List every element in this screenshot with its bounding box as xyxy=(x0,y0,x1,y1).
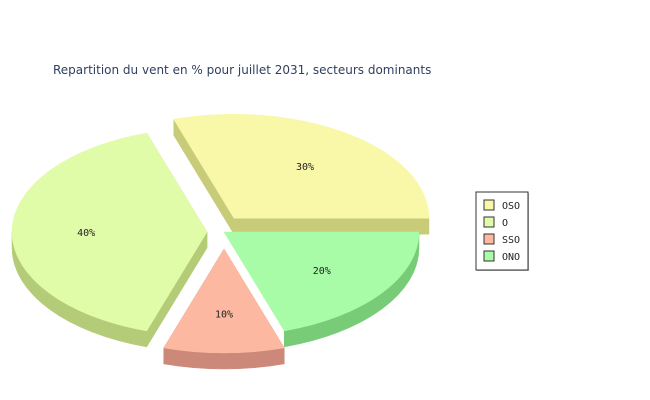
pie-slice-oso xyxy=(173,114,430,219)
pie-slice-o xyxy=(11,132,208,332)
legend: OSO O SSO ONO xyxy=(475,191,529,271)
slice-label-oso: 30% xyxy=(296,162,314,173)
legend-label-ono: ONO xyxy=(502,252,520,263)
legend-swatch-sso xyxy=(483,233,495,245)
chart-title: Repartition du vent en % pour juillet 20… xyxy=(53,63,432,77)
legend-swatch-o xyxy=(483,216,495,228)
legend-swatch-ono xyxy=(483,250,495,262)
legend-label-sso: SSO xyxy=(502,235,520,246)
slice-label-sso: 10% xyxy=(215,309,233,320)
slice-label-ono: 20% xyxy=(313,266,331,277)
legend-label-oso: OSO xyxy=(502,201,520,212)
legend-label-o: O xyxy=(502,218,508,229)
slice-label-o: 40% xyxy=(77,228,95,239)
pie-slice-ono xyxy=(223,231,420,332)
pie-slice-sso xyxy=(163,248,285,354)
legend-swatch-oso xyxy=(483,199,495,211)
